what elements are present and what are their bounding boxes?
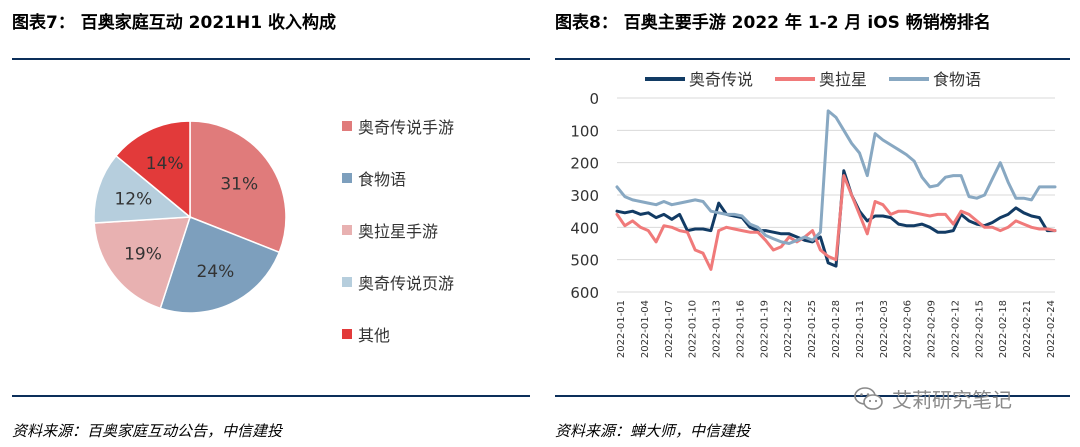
line-source-note: 资料来源：蝉大师，中信建投: [555, 422, 751, 440]
right-top-rule: [555, 58, 1070, 60]
legend-label: 奥拉星: [819, 70, 867, 89]
x-tick-label: 2022-01-01: [616, 300, 627, 358]
pie-slice: [189, 120, 287, 254]
pie-source-note: 资料来源：百奥家庭互动公告，中信建投: [12, 422, 283, 440]
series-line: [615, 174, 1057, 271]
left-bottom-rule: [12, 395, 530, 397]
pie-slice-label: 12%: [114, 190, 152, 210]
x-tick-label: 2022-01-28: [831, 300, 842, 358]
legend-label: 奥奇传说: [689, 70, 753, 89]
x-tick-label: 2022-01-25: [807, 300, 818, 358]
revenue-pie-chart: 31% 24% 19% 12% 14%: [93, 120, 287, 314]
pie-legend-item: 食物语: [342, 152, 454, 204]
x-tick-label: 2022-02-12: [950, 300, 961, 358]
pie-slice: [93, 216, 192, 310]
x-tick-label: 2022-01-04: [640, 300, 651, 358]
x-tick-label: 2022-02-06: [903, 300, 914, 358]
legend-label: 奥拉星手游: [358, 222, 439, 241]
legend-label: 其他: [358, 326, 391, 345]
y-tick-label: 200: [570, 155, 599, 173]
legend-label: 奥奇传说手游: [358, 118, 455, 137]
pie-legend-item: 奥奇传说手游: [342, 100, 454, 152]
legend-swatch: [342, 329, 352, 339]
legend-label: 奥奇传说页游: [358, 274, 455, 293]
pie-legend-item: 奥奇传说页游: [342, 256, 454, 308]
series-line: [615, 109, 1057, 245]
y-tick-label: 100: [570, 122, 599, 140]
y-tick-label: 500: [570, 252, 599, 270]
wechat-icon: [854, 386, 883, 410]
pie-legend: 奥奇传说手游 食物语 奥拉星手游 奥奇传说页游 其他: [342, 100, 454, 360]
pie-legend-item: 其他: [342, 308, 454, 360]
pie-slice-label: 24%: [196, 262, 234, 282]
x-tick-label: 2022-01-10: [688, 300, 699, 358]
pie-slice: [114, 120, 191, 219]
x-tick-label: 2022-01-19: [759, 300, 770, 358]
pie-slice-label: 14%: [146, 154, 184, 174]
x-tick-label: 2022-01-13: [712, 300, 723, 358]
legend-swatch: [342, 225, 352, 235]
pie-legend-item: 奥拉星手游: [342, 204, 454, 256]
legend-label: 食物语: [933, 70, 981, 89]
watermark: 艾莉研究笔记: [854, 384, 1012, 413]
watermark-text: 艾莉研究笔记: [892, 388, 1012, 412]
y-tick-label: 600: [570, 284, 599, 302]
x-tick-label: 2022-01-07: [664, 300, 675, 358]
y-tick-label: 0: [589, 90, 599, 108]
x-tick-label: 2022-02-24: [1046, 300, 1057, 358]
y-tick-label: 300: [570, 187, 599, 205]
x-tick-label: 2022-01-31: [855, 300, 866, 358]
pie-slice: [93, 154, 192, 224]
legend-swatch: [342, 173, 352, 183]
right-bottom-rule: [555, 395, 1070, 397]
line-chart-title: 图表8： 百奥主要手游 2022 年 1-2 月 iOS 畅销榜排名: [555, 13, 991, 33]
x-tick-label: 2022-02-21: [1022, 300, 1033, 358]
pie-slice-label: 31%: [220, 175, 258, 195]
ranking-line-chart: 0 100 200 300 400 500 600 2022-01-01 2022-01-04 2…: [570, 70, 1057, 358]
legend-label: 食物语: [358, 170, 407, 189]
x-tick-label: 2022-02-03: [879, 300, 890, 358]
left-top-rule: [12, 58, 530, 60]
y-tick-label: 400: [570, 219, 599, 237]
x-tick-label: 2022-01-22: [783, 300, 794, 358]
legend-swatch: [342, 277, 352, 287]
legend-swatch: [342, 121, 352, 131]
pie-chart-title: 图表7： 百奥家庭互动 2021H1 收入构成: [12, 13, 336, 33]
pie-slice-label: 19%: [124, 244, 162, 264]
x-tick-label: 2022-02-15: [974, 300, 985, 358]
x-tick-label: 2022-02-18: [998, 300, 1009, 358]
x-tick-label: 2022-02-09: [927, 300, 938, 358]
x-tick-label: 2022-01-16: [735, 300, 746, 358]
pie-slice: [159, 216, 281, 314]
